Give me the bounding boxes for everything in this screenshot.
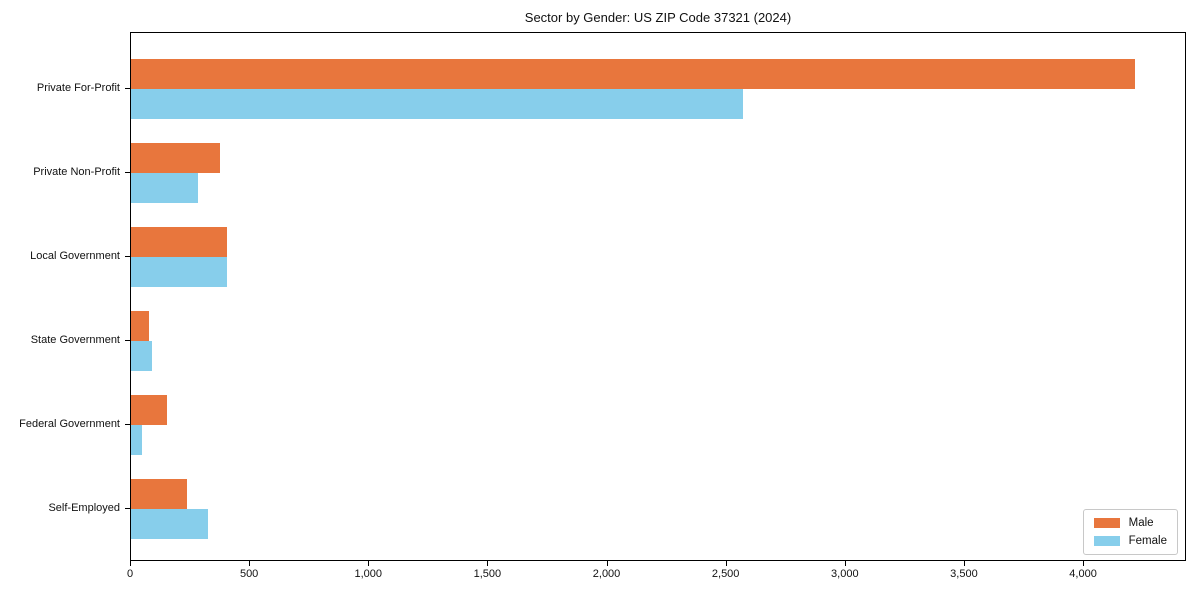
legend: Male Female bbox=[1082, 509, 1178, 555]
x-tick-mark bbox=[1083, 561, 1085, 566]
x-tick-label-0: 0 bbox=[126, 568, 134, 580]
bar-female-private-non-profit bbox=[131, 173, 198, 203]
x-tick-label-2-500: 2,500 bbox=[711, 568, 740, 580]
y-label-self-employed: Self-Employed bbox=[48, 502, 120, 514]
bar-female-self-employed bbox=[131, 509, 209, 539]
male-swatch bbox=[1093, 518, 1120, 528]
bar-female-state-government bbox=[131, 341, 153, 371]
x-axis: 0 500 1,000 1,500 2,000 2,500 3,000 3,500 4,000 bbox=[126, 561, 1186, 591]
bar-male-self-employed bbox=[131, 479, 187, 509]
y-tick-mark bbox=[125, 88, 130, 89]
y-tick-mark bbox=[125, 424, 130, 425]
x-tick-label-1-000: 1,000 bbox=[354, 568, 383, 580]
x-tick-mark bbox=[725, 561, 727, 566]
bar-male-state-government bbox=[131, 311, 149, 341]
chart-title: Sector by Gender: US ZIP Code 37321 (202… bbox=[524, 10, 792, 25]
bar-female-local-government bbox=[131, 257, 228, 287]
x-tick-mark bbox=[249, 561, 251, 566]
legend-label-male: Male bbox=[1128, 517, 1154, 529]
bar-male-local-government bbox=[131, 227, 228, 257]
x-tick-mark bbox=[844, 561, 846, 566]
bar-male-private-for-profit bbox=[131, 59, 1135, 89]
bar-male-federal-government bbox=[131, 395, 167, 425]
bar-female-private-for-profit bbox=[131, 89, 744, 119]
y-label-state-government: State Government bbox=[30, 334, 120, 346]
y-axis: Private For-Profit Private Non-Profit Loca… bbox=[0, 32, 130, 561]
bar-female-federal-government bbox=[131, 425, 142, 455]
y-tick-mark bbox=[125, 256, 130, 257]
legend-item-male: Male bbox=[1093, 517, 1167, 529]
legend-label-female: Female bbox=[1128, 535, 1167, 547]
x-tick-mark bbox=[368, 561, 370, 566]
x-tick-label-3-000: 3,000 bbox=[831, 568, 859, 580]
x-tick-mark bbox=[606, 561, 608, 566]
bars-layer bbox=[131, 33, 1185, 560]
y-label-federal-government: Federal Government bbox=[19, 418, 120, 430]
y-label-private-non-profit: Private Non-Profit bbox=[33, 166, 120, 178]
x-tick-label-1-500: 1,500 bbox=[473, 568, 502, 580]
x-tick-label-2-000: 2,000 bbox=[592, 568, 621, 580]
x-tick-mark bbox=[130, 561, 131, 566]
x-tick-mark bbox=[963, 561, 965, 566]
y-tick-mark bbox=[125, 172, 130, 173]
legend-item-female: Female bbox=[1093, 535, 1167, 547]
x-tick-label-4-000: 4,000 bbox=[1069, 568, 1097, 580]
plot-area: Male Female bbox=[130, 32, 1186, 561]
y-label-private-for-profit: Private For-Profit bbox=[36, 82, 120, 94]
x-tick-mark bbox=[487, 561, 489, 566]
x-tick-label-500: 500 bbox=[239, 568, 259, 580]
bar-male-private-non-profit bbox=[131, 143, 221, 173]
y-tick-mark bbox=[125, 340, 130, 341]
x-tick-label-3-500: 3,500 bbox=[950, 568, 978, 580]
y-tick-mark bbox=[125, 508, 130, 509]
female-swatch bbox=[1093, 536, 1120, 546]
y-label-local-government: Local Government bbox=[30, 250, 120, 262]
